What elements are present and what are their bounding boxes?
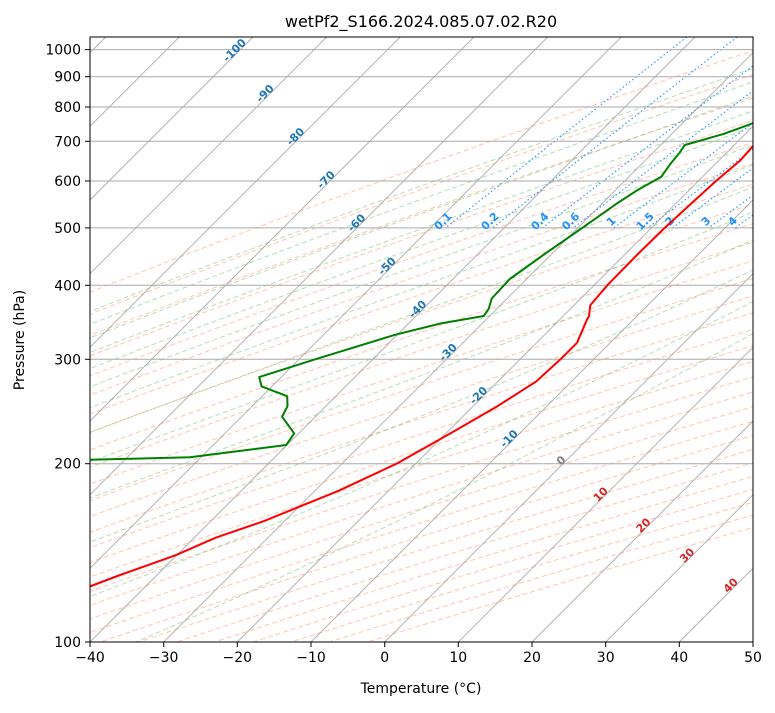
y-tick-label: 400 [54,278,81,294]
x-tick-label: 40 [670,650,688,666]
y-tick-label: 600 [54,174,81,190]
y-tick-label: 1000 [45,43,81,59]
y-tick-label: 100 [54,635,81,651]
x-tick-label: −40 [75,650,105,666]
chart-title: wetPf2_S166.2024.085.07.02.R20 [285,12,557,32]
x-axis-title: Temperature (°C) [360,681,482,697]
x-tick-label: 0 [380,650,389,666]
y-tick-label: 700 [54,134,81,150]
x-tick-label: −10 [296,650,326,666]
y-tick-label: 500 [54,221,81,237]
y-axis-title: Pressure (hPa) [12,290,28,390]
y-tick-label: 800 [54,100,81,116]
x-tick-label: 20 [523,650,541,666]
x-tick-label: 50 [744,650,762,666]
x-tick-label: −20 [223,650,253,666]
x-tick-label: −30 [149,650,179,666]
y-tick-label: 900 [54,70,81,86]
y-tick-label: 300 [54,352,81,368]
y-tick-label: 200 [54,457,81,473]
x-tick-label: 30 [597,650,615,666]
x-tick-label: 10 [449,650,467,666]
